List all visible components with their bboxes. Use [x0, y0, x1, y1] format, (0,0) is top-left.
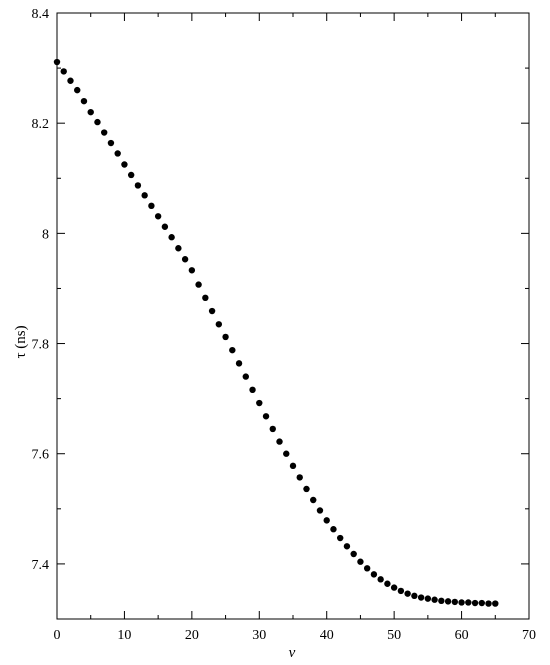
data-point — [235, 360, 243, 367]
data-point — [154, 213, 162, 220]
data-point — [249, 386, 256, 394]
data-point — [424, 595, 432, 602]
data-point — [181, 256, 189, 263]
data-point — [485, 600, 492, 607]
data-point — [94, 118, 101, 126]
x-tick-label: 30 — [252, 628, 266, 643]
y-axis-title: τ (ns) — [13, 325, 29, 358]
x-tick-label: 10 — [117, 628, 131, 643]
data-point — [67, 77, 74, 84]
data-point — [134, 182, 142, 189]
data-point — [296, 474, 303, 481]
data-point — [411, 592, 418, 600]
data-point — [127, 171, 135, 179]
y-tick-label: 8 — [42, 227, 49, 242]
x-tick-label: 20 — [185, 628, 199, 643]
y-tick-label: 8.2 — [32, 117, 50, 132]
data-point — [316, 507, 324, 514]
data-point — [74, 86, 81, 94]
data-point — [390, 584, 398, 591]
data-point — [451, 598, 459, 606]
data-point — [384, 580, 391, 587]
data-point — [431, 596, 438, 603]
data-point — [215, 321, 223, 328]
data-point — [168, 234, 175, 241]
y-tick-label: 7.8 — [32, 338, 50, 353]
data-point — [465, 599, 472, 606]
data-point — [195, 281, 202, 288]
data-point — [53, 58, 61, 66]
x-tick-label: 70 — [522, 628, 536, 643]
data-point — [107, 139, 115, 147]
y-tick-label: 7.4 — [32, 558, 50, 573]
data-point — [370, 571, 378, 578]
data-point — [357, 558, 364, 565]
data-point — [87, 108, 94, 116]
x-tick-label: 60 — [455, 628, 469, 643]
data-point — [417, 594, 425, 601]
data-point — [283, 450, 290, 457]
data-point — [222, 333, 229, 341]
data-point — [310, 496, 317, 504]
data-point — [202, 294, 209, 302]
data-point — [404, 590, 411, 597]
y-tick-label: 8.4 — [32, 7, 50, 22]
data-point — [208, 307, 216, 315]
data-point — [269, 425, 276, 433]
data-point — [323, 517, 330, 524]
data-point — [175, 245, 182, 252]
data-point — [161, 223, 169, 230]
data-point — [256, 399, 263, 407]
data-point — [363, 565, 371, 572]
data-point — [478, 599, 485, 607]
data-point — [471, 599, 479, 607]
data-point — [377, 576, 384, 583]
data-point — [276, 438, 283, 445]
y-tick-label: 7.6 — [32, 448, 50, 463]
data-point — [242, 373, 249, 380]
data-point — [188, 267, 196, 274]
data-point — [303, 485, 310, 493]
data-point — [350, 550, 357, 558]
data-point — [458, 599, 465, 606]
data-point — [148, 202, 155, 210]
data-point — [444, 598, 452, 605]
plot-frame — [56, 12, 530, 620]
data-point — [101, 129, 108, 136]
x-tick-label: 40 — [320, 628, 334, 643]
data-point — [492, 600, 499, 607]
data-point — [229, 346, 236, 354]
data-point — [343, 543, 351, 550]
data-point — [121, 161, 128, 168]
x-axis-title: v — [289, 645, 296, 661]
data-point — [262, 413, 270, 420]
data-point — [330, 526, 337, 533]
data-point — [141, 192, 148, 199]
data-point — [397, 587, 405, 595]
data-point — [60, 68, 67, 75]
data-point — [337, 534, 344, 542]
data-point — [80, 97, 88, 105]
data-point — [438, 597, 445, 605]
x-tick-label: 50 — [387, 628, 401, 643]
data-point — [114, 150, 121, 157]
data-point — [289, 462, 297, 470]
x-tick-label: 0 — [54, 628, 61, 643]
